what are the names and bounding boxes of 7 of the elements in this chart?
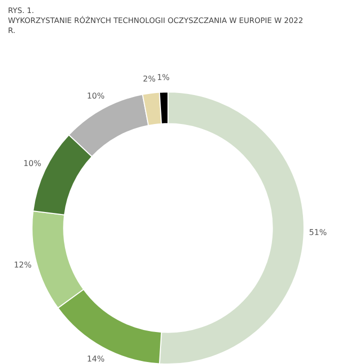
data-label: 12% (14, 260, 32, 270)
data-label: 10% (86, 92, 106, 101)
data-label: 14% (86, 354, 106, 364)
data-label: 10% (23, 159, 42, 168)
data-label: 2% (142, 74, 156, 84)
data-label: 1% (156, 73, 170, 82)
data-label: 51% (309, 228, 328, 237)
